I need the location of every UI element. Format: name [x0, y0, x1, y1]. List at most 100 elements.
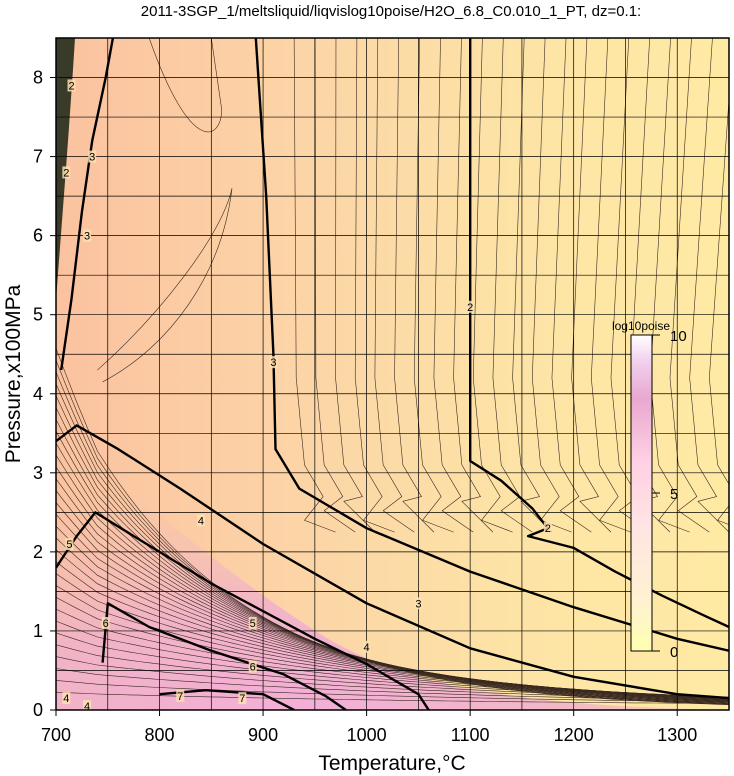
contour-label: 4 [364, 642, 370, 654]
contour-label: 2 [545, 523, 551, 535]
minor-contour-line [56, 348, 729, 705]
colorbar: log10poise 0 5 10 [612, 319, 687, 661]
x-tick-label: 700 [41, 725, 71, 745]
colorbar-tick-label: 5 [670, 486, 678, 503]
contour-label: 7 [177, 691, 183, 703]
contour-label-bg [83, 700, 92, 710]
contour-label-bg [65, 537, 74, 550]
y-tick-label: 4 [33, 384, 43, 404]
minor-contour-line [56, 691, 729, 704]
y-tick-label: 7 [33, 147, 43, 167]
contour-label-bg [543, 522, 552, 535]
y-axis-label: Pressure,x100MPa [2, 284, 25, 463]
chart-title: 2011-3SGP_1/meltsliquid/liqvislog10poise… [141, 3, 641, 20]
contour-label-bg [269, 356, 278, 369]
minor-contour-line [433, 38, 474, 533]
minor-contour-line [314, 38, 356, 533]
contour-label-bg [362, 640, 371, 653]
minor-contour-line [56, 395, 729, 704]
x-axis-ticks: 700 800 900 1000 1100 1200 1300 [41, 710, 697, 745]
minor-contour-line [394, 38, 435, 533]
colorbar-ticks: 0 5 10 [652, 328, 687, 661]
contour-label-bg [196, 514, 205, 527]
contour-label: 2 [63, 167, 69, 179]
minor-contour-line [293, 38, 336, 533]
y-tick-label: 0 [33, 700, 43, 720]
minor-contour-line [56, 407, 729, 703]
minor-contour-line [689, 38, 729, 533]
contour-label: 5 [66, 539, 72, 551]
minor-contour-line [512, 38, 553, 533]
major-contour-4 [56, 424, 729, 700]
minor-contour-line [551, 38, 592, 533]
y-tick-label: 8 [33, 68, 43, 88]
y-tick-label: 1 [33, 621, 43, 641]
major-contour-3 [254, 38, 729, 652]
minor-contour-line [709, 95, 729, 525]
contour-label-bg [248, 660, 257, 673]
contour-label-bg [414, 597, 423, 610]
contour-label: 3 [89, 152, 95, 164]
x-tick-label: 1100 [451, 725, 490, 745]
contour-label-bg [88, 150, 97, 163]
colorbar-label: log10poise [612, 319, 670, 333]
contour-label: 3 [415, 598, 421, 610]
contour-label-bg [62, 692, 71, 705]
colorbar-scale [630, 334, 653, 652]
contour-label: 2 [467, 302, 473, 314]
x-tick-label: 1000 [347, 725, 387, 745]
contour-label: 2 [68, 80, 74, 92]
y-tick-label: 2 [33, 542, 43, 562]
contour-label: 4 [84, 701, 90, 713]
contour-label: 3 [84, 231, 90, 243]
y-tick-label: 3 [33, 463, 43, 483]
contour-label: 4 [198, 515, 204, 527]
contour-label-bg [62, 166, 71, 179]
minor-contour-line [413, 38, 454, 533]
minor-contour-line [472, 38, 513, 533]
minor-contour-line [56, 371, 729, 705]
contour-label: 3 [270, 357, 276, 369]
contour-label-bg [238, 692, 247, 705]
minor-contour-line [354, 38, 395, 533]
x-tick-label: 900 [248, 725, 278, 745]
contour-label-bg [101, 617, 110, 630]
minor-contour-line [56, 360, 729, 705]
x-axis-label: Temperature,°C [318, 752, 465, 775]
minor-contour-line [97, 188, 233, 383]
major-contour-3 [60, 38, 115, 371]
x-tick-label: 800 [145, 725, 175, 745]
contour-label-bg [67, 79, 76, 92]
major-contour-2 [469, 38, 729, 629]
minor-contour-line [492, 38, 533, 533]
colorbar-tick-label: 0 [670, 644, 678, 661]
contour-label: 5 [250, 618, 256, 630]
minor-contour-line [374, 38, 415, 533]
contour-label-bg [248, 617, 257, 630]
y-tick-label: 6 [33, 226, 43, 246]
major-contour-6 [101, 602, 347, 710]
minor-contour-line [590, 38, 631, 533]
minor-contour-line [610, 38, 651, 533]
x-tick-label: 1300 [657, 725, 697, 745]
contour-label-bg [83, 229, 92, 242]
contour-labels: 2 2 3 3 3 3 4 4 5 5 6 6 7 7 2 2 4 4 [62, 79, 552, 713]
minor-contour-line [56, 680, 729, 703]
plot-frame [55, 37, 730, 711]
contour-label: 7 [239, 693, 245, 705]
minor-contour-line [453, 38, 494, 533]
plot-area: 2 2 3 3 3 3 4 4 5 5 6 6 7 7 2 2 4 4 [56, 38, 729, 713]
grid-lines [56, 38, 729, 710]
y-axis-ticks: 0 1 2 3 4 5 6 7 8 [33, 68, 56, 720]
minor-contour-line [571, 38, 612, 533]
contour-label: 6 [250, 662, 256, 674]
contour-label-bg [176, 689, 185, 702]
contour-label: 4 [63, 693, 69, 705]
y-tick-label: 5 [33, 305, 43, 325]
colorbar-tick-label: 10 [670, 328, 687, 345]
contour-label: 6 [103, 618, 109, 630]
minor-contour-line [335, 38, 376, 533]
major-contour-5 [56, 511, 430, 710]
high-viscosity-fill [56, 450, 729, 710]
